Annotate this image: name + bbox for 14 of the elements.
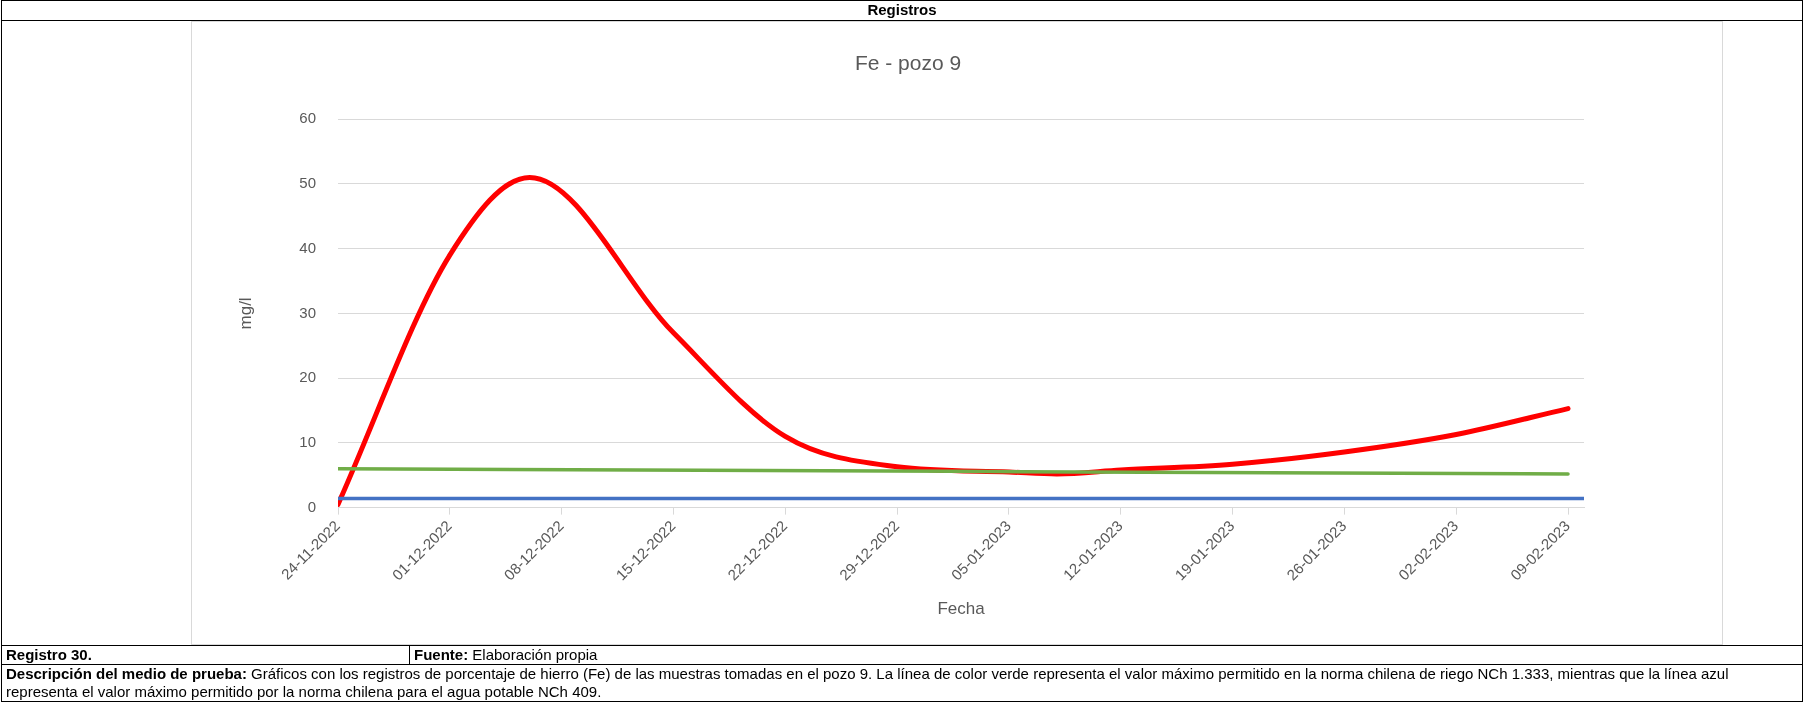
text: Registros xyxy=(1,0,1803,21)
y-tick-label: 0 xyxy=(307,497,316,515)
y-tick-label: 40 xyxy=(299,238,316,256)
x-axis-title: Fecha xyxy=(937,599,986,619)
text: Descripción del medio de prueba: Gráficos con los registros de porcentaje de hierro (Fe) de las muestras tomadas en el pozo 9. La línea de color verde representa el valor máximo permitido en la norma chilena de riego NCh 1.333, mientras que la línea azul representa el valor máximo permitido por la norma chilena para el agua potable NCh 409. xyxy=(1,664,1803,702)
chart-title: Fe - pozo 9 xyxy=(854,51,962,75)
y-tick-label: 60 xyxy=(299,109,316,127)
source-note: Fuente: Elaboración propia xyxy=(409,645,1803,665)
y-tick-label: 10 xyxy=(299,433,316,451)
y-tick-label: 50 xyxy=(299,174,316,192)
y-axis-title: mg/l xyxy=(235,297,255,330)
y-tick-label: 20 xyxy=(299,368,316,386)
y-tick-label: 30 xyxy=(299,303,316,321)
text: Registro 30. xyxy=(1,645,410,665)
